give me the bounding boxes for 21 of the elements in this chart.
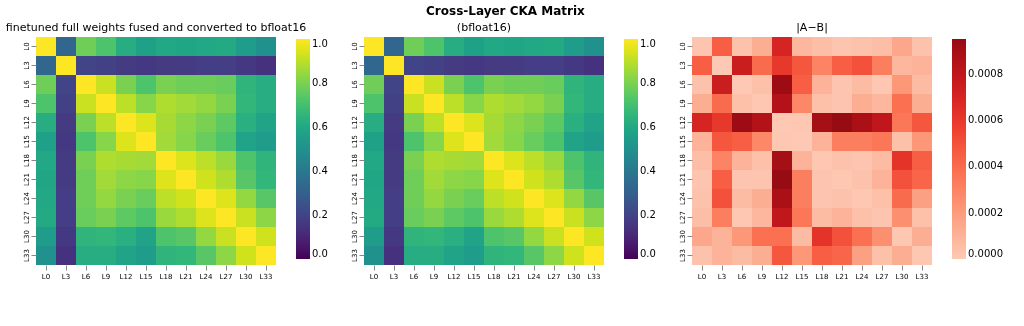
color-bar-label: 0.4	[640, 165, 656, 176]
color-bar-label: 0.0000	[968, 248, 1003, 259]
color-bar-label: 0.8	[640, 77, 656, 88]
color-bar-label: 0.8	[312, 77, 328, 88]
color-bar-label: 1.0	[312, 38, 328, 49]
color-bar-label: 0.0006	[968, 114, 1003, 126]
color-bar-label: 0.2	[312, 209, 328, 220]
chart-title: (bfloat16)	[456, 21, 512, 34]
chart-title: |A−B|	[796, 21, 828, 34]
text: Cross-Layer CKA Matrix	[426, 4, 586, 18]
color-bar-label: 0.2	[640, 209, 656, 220]
color-bar-label: 0.0008	[968, 67, 1003, 79]
color-bar-label: 1.0	[640, 38, 656, 49]
color-bar-label: 0.0	[640, 248, 656, 259]
chart-title: finetuned full weights fused and converted to bfloat16	[5, 21, 307, 34]
color-bar-label: 0.6	[640, 121, 656, 132]
color-bar-label: 0.0004	[968, 160, 1003, 172]
color-bar-label: 0.6	[312, 121, 328, 132]
color-bar-label: 0.0	[312, 248, 328, 259]
color-bar-label: 0.0002	[968, 206, 1003, 218]
color-bar-label: 0.4	[312, 165, 328, 176]
